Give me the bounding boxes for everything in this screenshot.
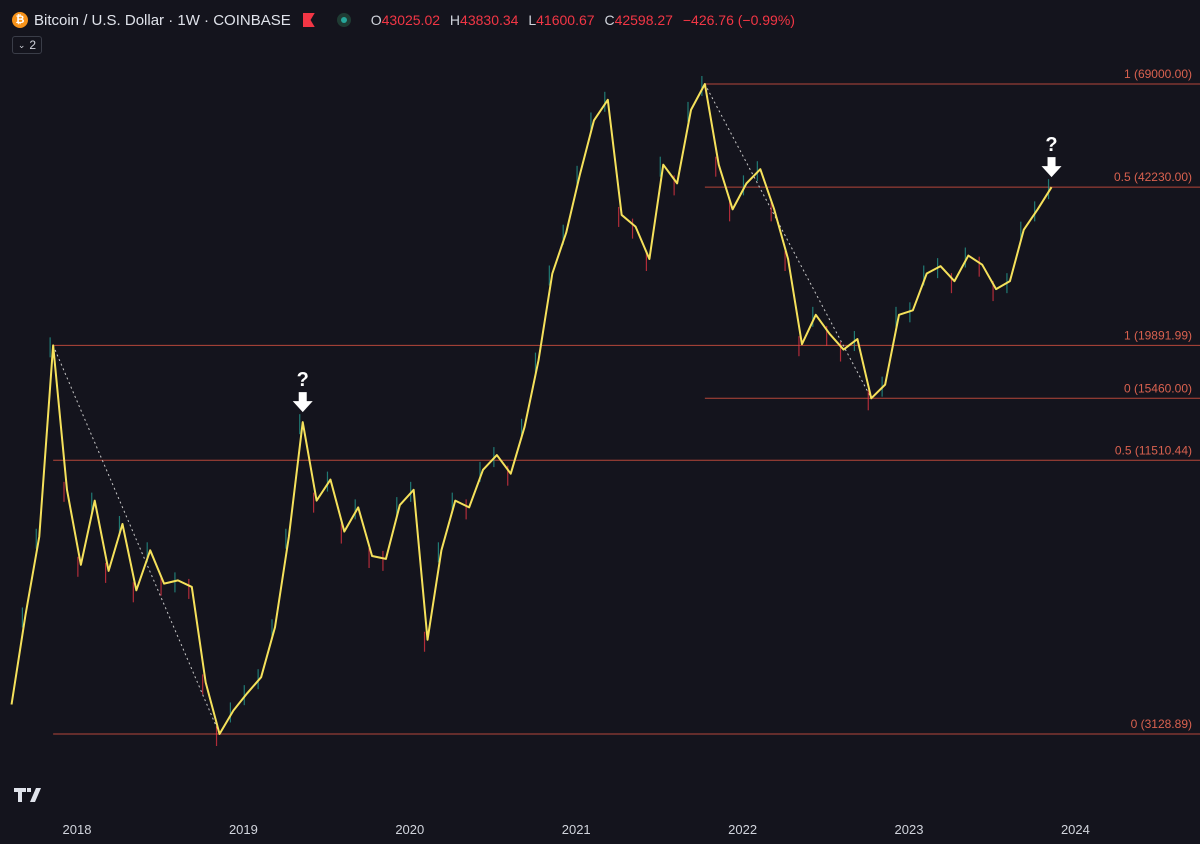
x-tick-label: 2023: [895, 822, 924, 837]
trend-lines: [52, 83, 872, 735]
fib-level-label: 0.5 (11510.44): [1115, 443, 1192, 457]
low-value: 41600.67: [536, 12, 595, 28]
ohlc-values: O43025.02 H43830.34 L41600.67 C42598.27 …: [371, 12, 795, 28]
open-value: 43025.02: [381, 12, 441, 28]
open-key: O: [370, 12, 382, 28]
fib-level-label: 0 (3128.89): [1131, 717, 1192, 731]
trend-line: [704, 83, 872, 399]
legend-collapse-button[interactable]: ⌄ 2: [12, 36, 42, 54]
fib-level-label: 0 (15460.00): [1124, 381, 1192, 395]
x-tick-label: 2022: [728, 822, 757, 837]
high-key: H: [449, 12, 461, 28]
x-axis: 2018 2019 2020 2021 2022 2023 2024: [63, 822, 1090, 837]
x-tick-label: 2020: [395, 822, 424, 837]
fib-level-label: 1 (19891.99): [1124, 328, 1192, 342]
question-mark-annotation: ?: [1045, 134, 1057, 156]
chart-header: ₿ Bitcoin / U.S. Dollar · 1W · COINBASE …: [0, 0, 1200, 60]
annotations: ??: [292, 134, 1062, 413]
market-status-icon: [336, 13, 351, 27]
legend-count: 2: [29, 38, 37, 52]
symbol-title[interactable]: Bitcoin / U.S. Dollar · 1W · COINBASE: [34, 11, 291, 29]
fib-level-label: 0.5 (42230.00): [1114, 170, 1192, 184]
x-tick-label: 2024: [1061, 822, 1090, 837]
low-key: L: [528, 12, 537, 28]
arrow-down-icon: [292, 392, 313, 413]
chevron-down-icon: ⌄: [17, 39, 26, 50]
trend-line: [52, 345, 220, 735]
x-tick-label: 2019: [229, 822, 258, 837]
change-value: −426.76 (−0.99%): [682, 12, 795, 28]
fib-level-label: 1 (69000.00): [1124, 67, 1192, 81]
question-mark-annotation: ?: [297, 369, 309, 391]
bitcoin-icon: ₿: [12, 12, 28, 28]
x-tick-label: 2018: [63, 822, 92, 837]
tradingview-logo-icon: [14, 788, 41, 802]
high-value: 43830.34: [460, 12, 519, 28]
x-tick-label: 2021: [562, 822, 591, 837]
price-line: [10, 83, 1053, 735]
symbol-legend[interactable]: ₿ Bitcoin / U.S. Dollar · 1W · COINBASE …: [12, 9, 795, 31]
close-key: C: [604, 12, 615, 28]
close-value: 42598.27: [614, 12, 673, 28]
price-series: [10, 76, 1053, 746]
flag-icon[interactable]: [302, 13, 315, 27]
fib-levels: 1 (69000.00) 0.5 (42230.00) 1 (19891.99) 0 …: [53, 67, 1200, 735]
arrow-down-icon: [1041, 157, 1062, 178]
